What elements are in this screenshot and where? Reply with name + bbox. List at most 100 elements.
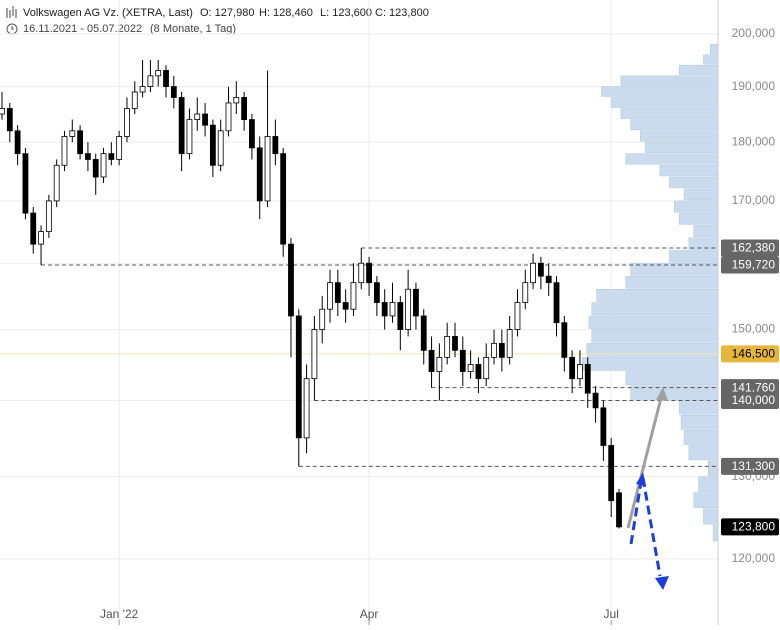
candle-body <box>194 113 201 120</box>
candle-body <box>358 262 365 284</box>
volume-profile-bar <box>620 108 719 119</box>
candle-body <box>381 302 388 317</box>
volume-profile-bar <box>620 75 719 86</box>
volume-profile-bar <box>693 492 719 509</box>
volume-profile-bar <box>688 445 719 461</box>
candle-body <box>514 302 521 330</box>
candle-body <box>444 336 451 358</box>
x-tick-label: Apr <box>360 607 379 621</box>
candle-body <box>295 315 302 439</box>
candle-body <box>319 308 326 330</box>
y-tick-label: 190,000 <box>732 79 776 93</box>
candle-body <box>170 86 177 98</box>
candle-body <box>428 349 435 372</box>
volume-profile-bar <box>669 176 719 189</box>
volume-profile-bar <box>709 43 719 54</box>
price-label-box <box>721 379 779 397</box>
volume-profile-bar <box>683 188 719 201</box>
candle-body <box>592 392 599 409</box>
blue-arrowhead-down <box>655 576 669 590</box>
volume-profile-bar <box>591 302 719 316</box>
candle-body <box>436 356 443 372</box>
header: Volkswagen AG Vz. (XETRA, Last) O: 127,9… <box>6 6 429 35</box>
y-tick-label: 150,000 <box>732 322 776 336</box>
candle-body <box>186 119 193 155</box>
volume-profile-bar <box>693 225 719 238</box>
candle-body <box>491 342 497 358</box>
candle-body <box>202 113 208 126</box>
volume-profile-bar <box>669 250 719 263</box>
volume-profile-bar <box>586 343 719 357</box>
price-label-box <box>721 518 779 536</box>
candle-body <box>92 159 99 178</box>
candle-body <box>483 356 490 380</box>
candle-body <box>397 302 404 330</box>
price-label-box <box>721 391 779 409</box>
gray-arrowhead <box>656 387 668 401</box>
y-tick-label: 180,000 <box>732 134 776 148</box>
candle-body <box>288 243 294 317</box>
candle-body <box>475 364 482 380</box>
candle-body <box>413 288 419 317</box>
candle-body <box>6 108 13 132</box>
candle-body <box>77 130 84 155</box>
candle-body <box>373 282 380 303</box>
candle-body <box>334 282 341 303</box>
candle-body <box>30 212 37 245</box>
price-label: 140,000 <box>732 393 776 407</box>
ohlc-high: H: 128,460 <box>259 7 313 19</box>
candle-body <box>163 70 169 87</box>
price-label-box <box>721 345 779 363</box>
candle-body <box>506 329 513 358</box>
volume-profile-bar <box>644 141 719 153</box>
period: (8 Monate, 1 Tag) <box>150 23 236 35</box>
candle-body <box>178 97 185 155</box>
candle-body <box>116 136 123 160</box>
candle-body <box>577 364 583 380</box>
candle-body <box>280 153 287 245</box>
volume-profile-bar <box>680 415 719 430</box>
candle-body <box>459 349 466 372</box>
candle-body <box>498 342 505 358</box>
candle-body <box>256 147 263 202</box>
price-label: 123,800 <box>732 520 776 534</box>
candle-body <box>405 288 412 330</box>
candle-body <box>69 130 76 137</box>
candle-body <box>272 136 279 155</box>
candle-body <box>100 153 107 178</box>
candle-body <box>264 136 271 202</box>
candle-body <box>553 282 560 324</box>
blue-dashed-up <box>629 481 643 545</box>
price-label: 141,760 <box>732 380 776 394</box>
candle-body <box>249 119 255 149</box>
price-label: 131,300 <box>732 459 776 473</box>
y-tick-label: 200,000 <box>732 26 776 40</box>
volume-profile-bar <box>640 130 719 142</box>
candle-body <box>0 108 5 115</box>
annotations <box>626 387 669 590</box>
candle-body <box>389 302 396 317</box>
candle-body <box>569 356 576 380</box>
candle-body <box>241 97 248 120</box>
volume-profile-bar <box>588 315 719 329</box>
candle-body <box>225 102 232 132</box>
ohlc-open: O: 127,980 <box>200 7 254 19</box>
candle-body <box>561 322 568 358</box>
price-label: 159,720 <box>732 258 776 272</box>
candle-body <box>61 136 68 166</box>
price-label-box <box>721 457 779 475</box>
volume-profile-bar <box>625 371 719 386</box>
candle-body <box>311 329 318 380</box>
volume-profile-bar <box>683 430 719 445</box>
candle-body <box>327 282 333 310</box>
candle-body <box>600 407 607 446</box>
volume-profile-bar <box>708 460 719 476</box>
candle-body <box>22 153 29 214</box>
volume-profile-bar <box>659 165 719 177</box>
volume-profile-bar <box>674 200 719 213</box>
candle-body <box>85 153 91 160</box>
blue-dashed-down <box>641 477 662 577</box>
candle-body <box>452 336 458 351</box>
candle-body <box>537 262 544 277</box>
